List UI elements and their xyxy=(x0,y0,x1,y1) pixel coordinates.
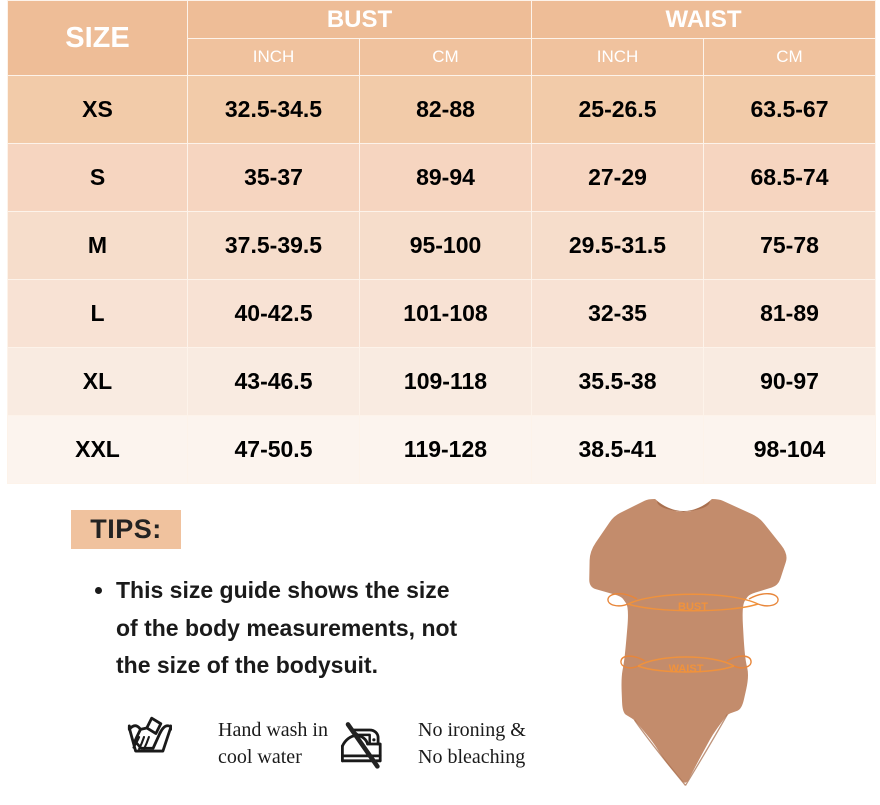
svg-text:BUST: BUST xyxy=(678,601,708,613)
svg-text:WAIST: WAIST xyxy=(669,663,704,675)
